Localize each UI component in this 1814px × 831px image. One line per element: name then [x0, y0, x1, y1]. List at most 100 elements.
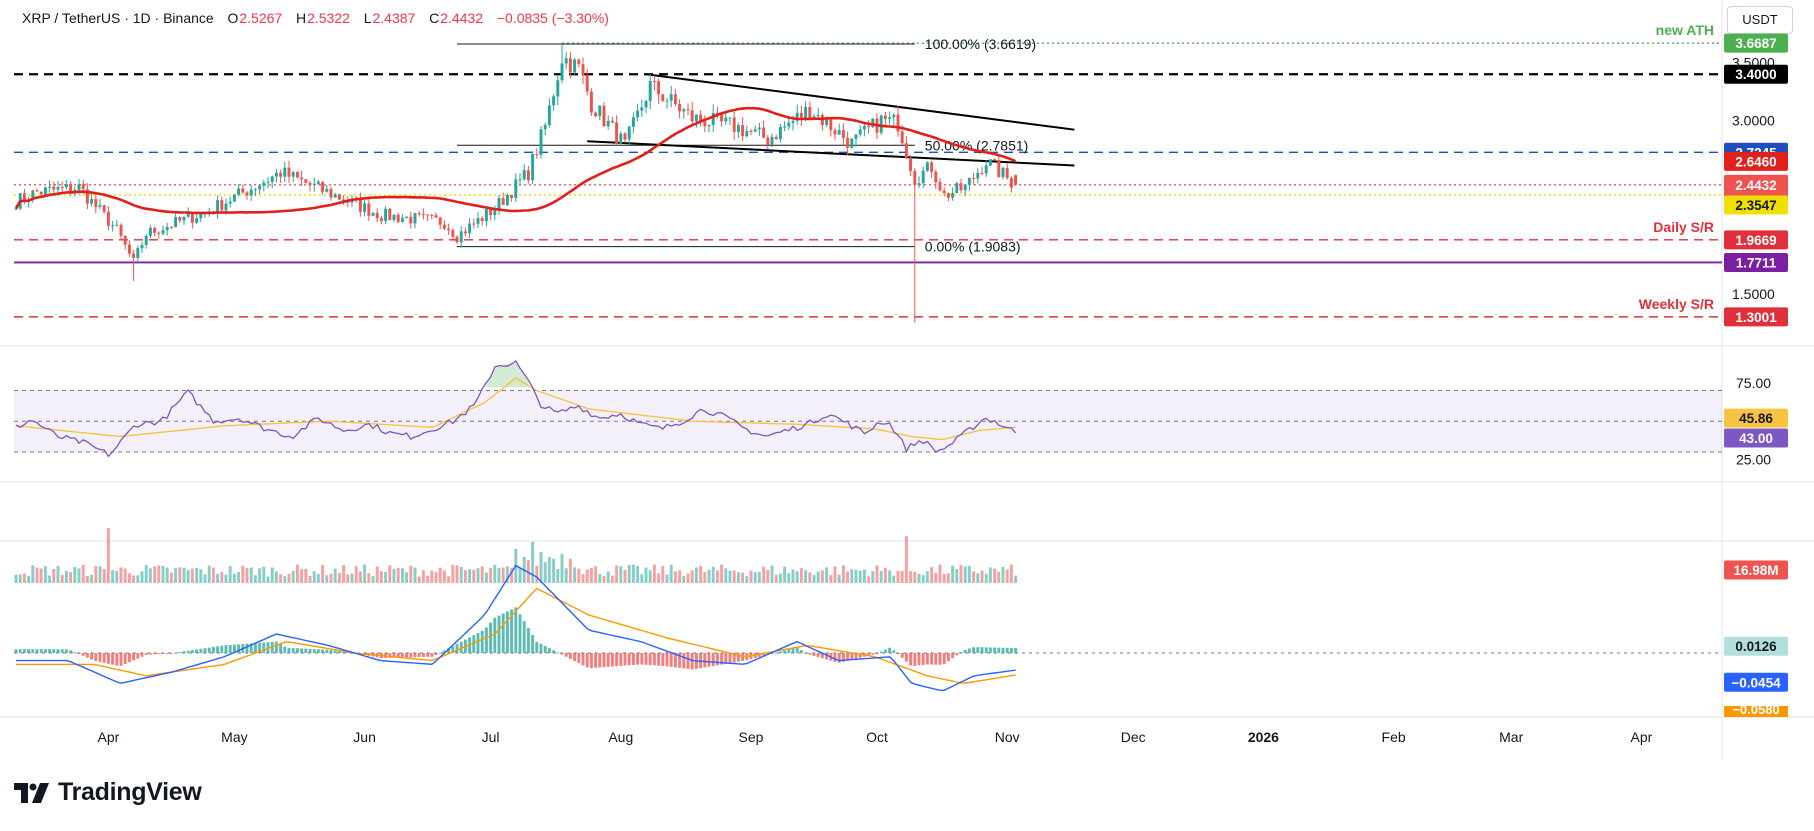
volume-bar — [925, 571, 929, 583]
candle-body — [102, 205, 106, 212]
candle-body — [606, 120, 610, 127]
candle-body — [917, 183, 921, 185]
volume-bar — [984, 573, 988, 583]
candle-body — [858, 129, 862, 135]
macd-histogram-bar — [308, 648, 312, 653]
macd-histogram-bar — [896, 653, 900, 655]
macd-histogram-bar — [140, 653, 144, 657]
volume-bar — [619, 566, 623, 583]
fib-label: 100.00% (3.6619) — [925, 36, 1036, 52]
volume-bar — [312, 571, 316, 583]
badge-2-3547-bg — [1724, 195, 1788, 215]
macd-histogram-bar — [232, 644, 236, 653]
candle-body — [417, 213, 421, 215]
macd-histogram-bar — [451, 646, 455, 653]
candle-body — [270, 176, 274, 182]
macd-histogram-bar — [127, 653, 131, 663]
volume-bar — [732, 570, 736, 583]
volume-bar — [930, 567, 934, 583]
ma-line — [14, 106, 1017, 215]
volume-bar — [203, 574, 207, 583]
candle-body — [900, 131, 904, 144]
volume-bar — [69, 572, 73, 583]
volume-bar — [518, 567, 522, 583]
volume-bar — [468, 569, 472, 583]
volume-bar — [274, 571, 278, 583]
volume-bar — [904, 536, 908, 583]
macd-histogram-bar — [636, 653, 640, 665]
macd-histogram-bar — [997, 647, 1001, 653]
volume-bar — [510, 567, 514, 583]
macd-histogram-bar — [526, 628, 530, 653]
macd-histogram-bar — [333, 650, 337, 653]
volume-bar — [447, 576, 451, 583]
volume-bar — [342, 564, 346, 583]
candle-body — [308, 182, 312, 185]
volume-bar — [900, 571, 904, 583]
macd-histogram-bar — [871, 653, 875, 655]
volume-bar — [144, 565, 148, 583]
candle-body — [123, 235, 127, 245]
volume-bar — [64, 570, 68, 583]
candle-body — [694, 114, 698, 122]
macd-histogram-bar — [169, 653, 173, 654]
macd-histogram-bar — [984, 647, 988, 653]
badge-rsi-ma: 45.86 — [1739, 411, 1773, 426]
macd-histogram-bar — [300, 648, 304, 653]
badge-3-4000-bg — [1724, 64, 1788, 84]
volume-bar — [60, 574, 64, 583]
volume-bar — [762, 566, 766, 583]
volume-bar — [308, 575, 312, 583]
candle-body — [556, 80, 560, 97]
macd-histogram-bar — [22, 649, 26, 653]
volume-bar — [988, 567, 992, 583]
macd-histogram-bar — [493, 617, 497, 653]
volume-bar — [640, 574, 644, 583]
candle-body — [186, 213, 190, 217]
volume-bar — [333, 568, 337, 583]
volume-bar — [379, 571, 383, 583]
volume-bar — [820, 570, 824, 583]
macd-histogram-bar — [602, 653, 606, 668]
macd-histogram-bar — [522, 621, 526, 653]
candle-body — [854, 134, 858, 139]
volume-bar — [951, 565, 955, 583]
macd-histogram-bar — [111, 653, 115, 665]
volume-bar — [812, 574, 816, 583]
macd-histogram-bar — [825, 653, 829, 660]
volume-bar — [127, 573, 131, 583]
candle-body — [434, 215, 438, 218]
candle-body — [56, 186, 60, 190]
macd-histogram-bar — [980, 647, 984, 653]
symbol-title[interactable]: XRP / TetherUS · 1D · Binance — [22, 10, 214, 26]
macd-histogram-bar — [673, 653, 677, 668]
volume-bar — [757, 571, 761, 583]
volume-bar — [921, 575, 925, 583]
candle-body — [115, 224, 119, 226]
candle-body — [787, 122, 791, 127]
currency-button[interactable]: USDT — [1727, 6, 1793, 34]
macd-histogram-bar — [917, 653, 921, 666]
chart-canvas[interactable]: new ATH Daily S/R Weekly S/R 100.00% (3.661… — [0, 0, 1814, 770]
candle-body — [980, 172, 984, 174]
volume-bar — [745, 576, 749, 583]
volume-bar — [358, 571, 362, 583]
time-tick-label: Apr — [98, 729, 120, 745]
volume-bar — [841, 565, 845, 583]
volume-bar — [720, 564, 724, 583]
tradingview-logo[interactable]: TradingView — [14, 778, 202, 807]
macd-histogram-bar — [556, 652, 560, 654]
macd-histogram-bar — [484, 627, 488, 653]
candle-body — [690, 110, 694, 122]
candle-body — [967, 177, 971, 185]
volume-bar — [174, 568, 178, 583]
badge-rsi-ma-bg — [1724, 408, 1788, 428]
volume-bar — [547, 557, 551, 583]
candle-body — [90, 199, 94, 204]
macd-histogram-bar — [552, 650, 556, 653]
candle-body — [22, 193, 26, 201]
macd-histogram-bar — [732, 653, 736, 663]
volume-bar — [770, 565, 774, 583]
macd-histogram-bar — [518, 614, 522, 653]
candle-body — [182, 216, 186, 221]
